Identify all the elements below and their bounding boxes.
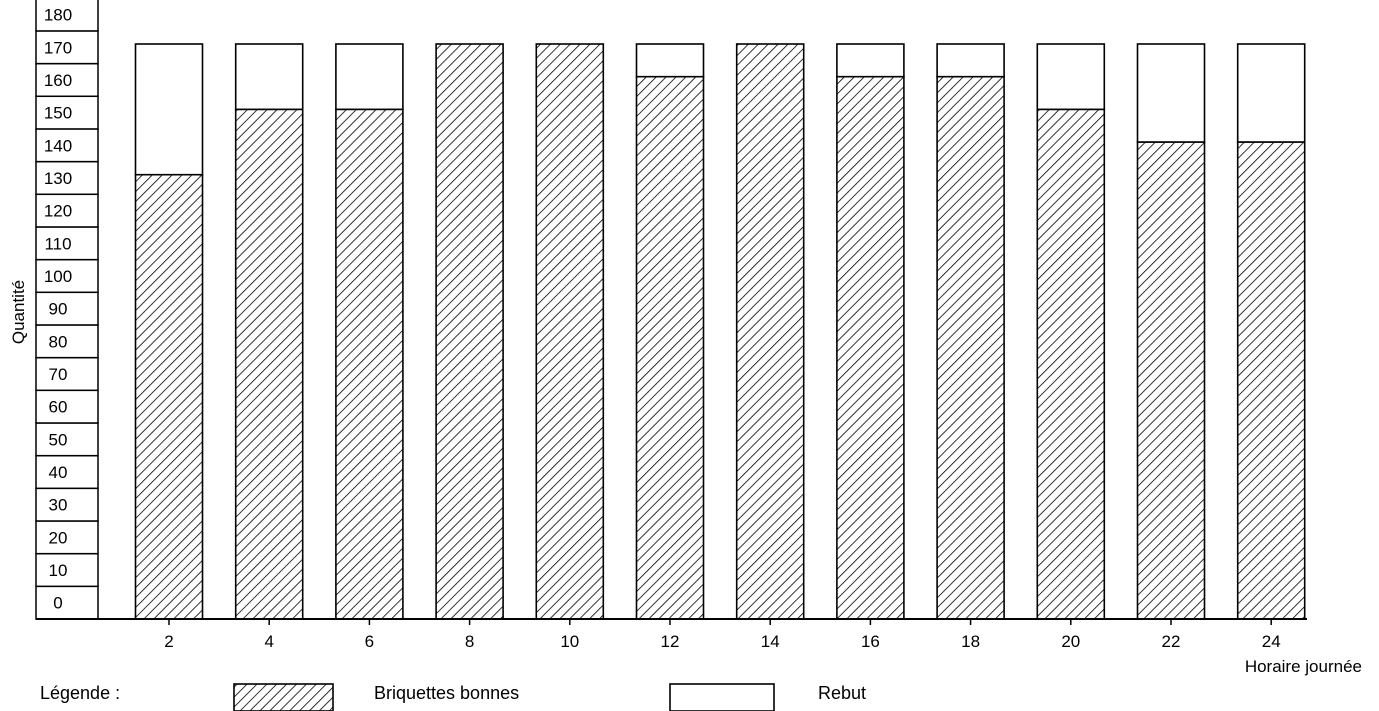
bar-briquettes-bonnes — [735, 43, 805, 620]
y-tick-label: 70 — [49, 365, 68, 384]
x-tick-label: 8 — [465, 632, 474, 651]
y-tick-label: 160 — [44, 71, 72, 90]
bar-rebut — [1036, 43, 1106, 111]
y-tick-label: 50 — [49, 430, 68, 449]
y-axis-label: Quantité — [9, 280, 28, 344]
legend: Légende : Briquettes bonnes Rebut — [40, 683, 866, 711]
y-tick-label: 180 — [44, 6, 72, 25]
x-tick-label: 2 — [164, 632, 173, 651]
y-tick-label: 170 — [44, 38, 72, 57]
legend-label-briquettes-bonnes: Briquettes bonnes — [374, 683, 519, 703]
bar-rebut — [635, 43, 705, 78]
x-tick-label: 16 — [861, 632, 880, 651]
x-tick-label: 20 — [1061, 632, 1080, 651]
y-tick-label: 110 — [44, 234, 71, 253]
x-tick-label: 4 — [264, 632, 273, 651]
bar-briquettes-bonnes — [936, 75, 1005, 620]
bar-briquettes-bonnes — [836, 75, 905, 620]
bar-briquettes-bonnes — [234, 108, 304, 620]
bar-briquettes-bonnes — [335, 108, 404, 620]
bar-rebut — [1136, 43, 1206, 143]
bar-briquettes-bonnes — [435, 43, 504, 620]
bar-briquettes-bonnes — [134, 173, 204, 620]
y-tick-cell — [35, 324, 99, 359]
bar-rebut — [234, 43, 304, 111]
y-tick-cell — [35, 95, 99, 130]
x-tick-label: 6 — [365, 632, 374, 651]
y-tick-label: 60 — [49, 398, 68, 417]
x-axis-ticks: 2 4 6 8 10 12 14 16 18 20 22 24 — [164, 619, 1281, 651]
y-tick-cell — [35, 454, 99, 490]
bar-briquettes-bonnes — [535, 43, 605, 620]
y-tick-label: 20 — [49, 528, 68, 547]
x-tick-label: 10 — [560, 632, 579, 651]
bar-briquettes-bonnes — [1136, 141, 1206, 620]
y-tick-cell — [35, 520, 99, 555]
y-tick-cell — [35, 30, 99, 65]
y-tick-label: 120 — [44, 202, 72, 221]
x-tick-label: 14 — [761, 632, 780, 651]
bar-rebut — [936, 43, 1005, 78]
y-tick-cell — [35, 258, 99, 294]
y-tick-label: 100 — [44, 267, 72, 286]
bar-briquettes-bonnes — [635, 75, 705, 620]
y-tick-label: 130 — [44, 169, 72, 188]
y-tick-cell — [35, 552, 99, 588]
y-tick-label: 30 — [49, 496, 68, 515]
y-tick-cell — [35, 389, 99, 424]
bar-rebut — [335, 43, 404, 111]
bar-rebut — [134, 43, 204, 176]
y-tick-cell — [35, 193, 99, 228]
y-tick-cell — [35, 62, 99, 98]
legend-swatch-rebut — [669, 683, 775, 711]
y-tick-label: 150 — [44, 104, 72, 123]
bar-briquettes-bonnes — [1036, 108, 1106, 620]
y-tick-label: 0 — [53, 594, 62, 613]
y-tick-cell — [35, 226, 99, 261]
y-tick-label: 40 — [49, 463, 68, 482]
bars — [134, 43, 1306, 620]
legend-label-rebut: Rebut — [818, 683, 866, 703]
y-tick-cell — [35, 291, 99, 326]
x-tick-label: 12 — [661, 632, 680, 651]
x-tick-label: 18 — [961, 632, 980, 651]
legend-title: Légende : — [40, 683, 120, 703]
bar-rebut — [836, 43, 905, 78]
y-tick-cell — [35, 160, 99, 196]
y-tick-cell — [35, 356, 99, 392]
y-axis-ticks: 0 10 20 30 40 50 60 70 80 90 100 110 120 130 140 150 160… — [35, 0, 99, 620]
y-tick-label: 10 — [49, 561, 68, 580]
y-tick-label: 140 — [44, 136, 72, 155]
bar-briquettes-bonnes — [1236, 141, 1306, 620]
y-tick-cell — [35, 585, 99, 620]
legend-swatch-briquettes-bonnes — [233, 683, 334, 711]
y-tick-cell — [35, 0, 99, 32]
x-tick-label: 24 — [1262, 632, 1281, 651]
bar-rebut — [1236, 43, 1306, 143]
x-axis-label: Horaire journée — [1245, 657, 1362, 676]
y-tick-label: 90 — [49, 300, 68, 319]
x-tick-label: 22 — [1162, 632, 1181, 651]
y-tick-label: 80 — [49, 332, 68, 351]
